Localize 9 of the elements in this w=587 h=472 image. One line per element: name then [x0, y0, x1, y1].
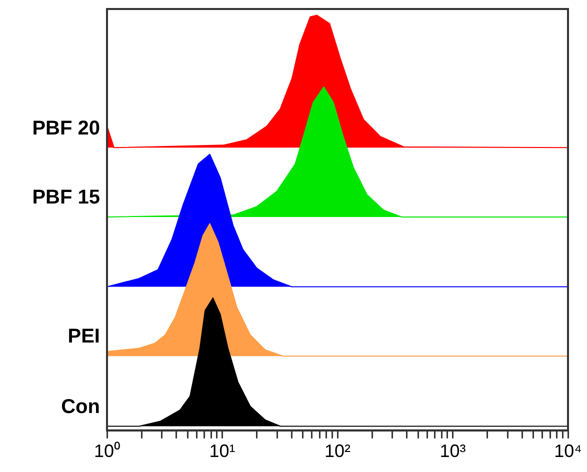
x-tick-label: 10¹: [209, 441, 236, 462]
x-tick-label: 10⁴: [554, 441, 582, 462]
series-label: PEI: [68, 326, 100, 348]
x-tick-label: 10²: [324, 441, 351, 462]
series-label: PBF 15: [32, 186, 100, 209]
x-tick-label: 10³: [440, 441, 466, 462]
series-label: Con: [61, 396, 100, 418]
series-label: PBF 20: [32, 117, 100, 140]
x-tick-label: 10⁰: [94, 441, 120, 462]
